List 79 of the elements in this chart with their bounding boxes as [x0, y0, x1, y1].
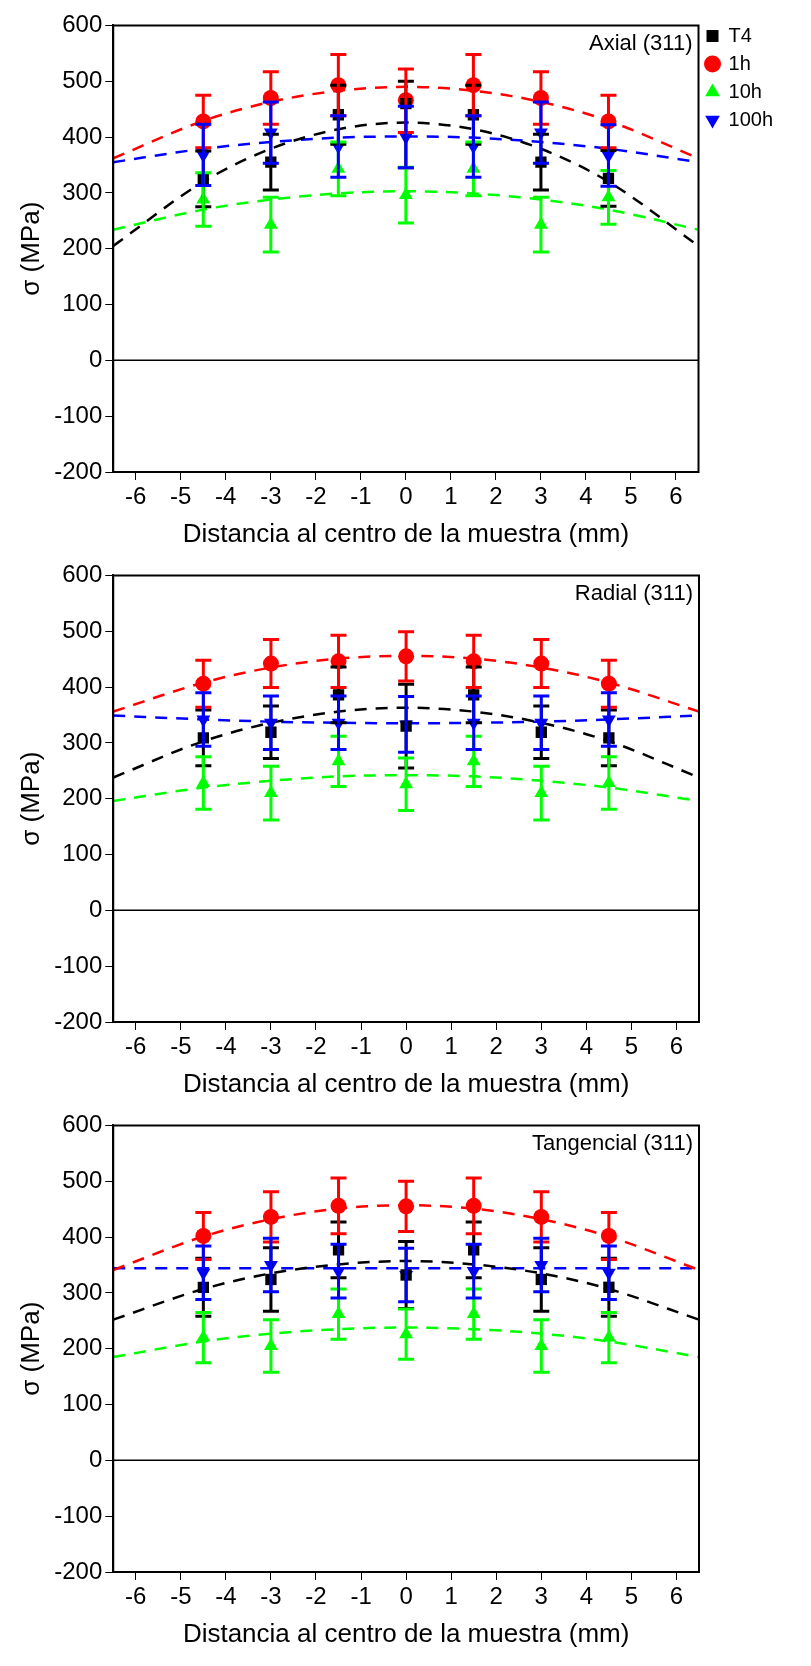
legend-label: T4: [728, 23, 752, 46]
x-tick-label: 0: [399, 1032, 413, 1060]
x-tick-label: -3: [260, 1582, 282, 1610]
x-tick-label: 1: [444, 482, 458, 510]
x-axis-title: Distancia al centro de la muestra (mm): [182, 517, 630, 548]
x-tick-label: -3: [260, 1032, 282, 1060]
x-tick-label: 4: [579, 1582, 594, 1610]
x-tick-label: 2: [489, 482, 503, 510]
y-tick-label: -100: [54, 950, 103, 978]
x-tick-label: -4: [215, 1582, 237, 1610]
legend-label: 10h: [728, 79, 762, 102]
x-tick-label: 4: [579, 1032, 594, 1060]
y-axis-title: σ (MPa): [14, 1301, 45, 1396]
x-tick-label: -2: [305, 1582, 327, 1610]
x-tick-label: -4: [215, 1032, 237, 1060]
y-tick-label: -100: [54, 1500, 103, 1528]
x-tick-label: -6: [125, 1032, 147, 1060]
x-tick-label: 5: [624, 482, 638, 510]
y-tick-label: 100: [62, 839, 103, 867]
y-tick-label: -100: [54, 400, 103, 428]
x-tick-label: -2: [305, 1032, 327, 1060]
x-tick-label: 2: [489, 1582, 503, 1610]
annotation: Tangencial (311): [531, 1130, 693, 1156]
y-axis-title: σ (MPa): [14, 201, 45, 296]
x-tick-label: -1: [350, 482, 372, 510]
y-tick-label: 0: [88, 344, 103, 372]
x-tick-label: 0: [399, 1582, 413, 1610]
y-tick-label: -200: [54, 456, 103, 484]
y-tick-label: 400: [62, 1221, 103, 1249]
y-tick-label: 600: [62, 560, 103, 588]
x-axis-title: Distancia al centro de la muestra (mm): [182, 1617, 630, 1648]
x-tick-label: 3: [534, 1032, 548, 1060]
y-tick-label: 400: [62, 121, 103, 149]
x-tick-label: -5: [170, 482, 192, 510]
legend-label: 100h: [728, 107, 774, 130]
x-tick-label: 4: [579, 482, 593, 510]
x-tick-label: 1: [444, 1582, 458, 1610]
y-axis-title: σ (MPa): [14, 751, 45, 846]
x-tick-label: -6: [125, 482, 147, 510]
y-tick-label: 300: [62, 727, 103, 755]
y-tick-label: 100: [62, 289, 103, 317]
y-tick-label: 600: [62, 1110, 103, 1138]
y-tick-label: 200: [62, 1333, 103, 1361]
y-tick-label: 600: [62, 10, 103, 38]
x-tick-label: -5: [170, 1582, 192, 1610]
y-tick-label: -200: [54, 1006, 103, 1034]
x-tick-label: 2: [489, 1032, 503, 1060]
y-tick-label: 400: [62, 671, 103, 699]
x-tick-label: 6: [669, 1032, 684, 1060]
x-tick-label: 1: [444, 1032, 458, 1060]
y-tick-label: 100: [62, 1389, 103, 1417]
x-tick-label: -3: [260, 482, 282, 510]
x-tick-label: -1: [350, 1032, 372, 1060]
x-tick-label: 5: [624, 1582, 639, 1610]
x-tick-label: 5: [624, 1032, 639, 1060]
x-axis-title: Distancia al centro de la muestra (mm): [182, 1067, 630, 1098]
x-tick-label: -2: [305, 482, 327, 510]
x-tick-label: 3: [534, 1582, 548, 1610]
x-tick-label: -5: [170, 1032, 192, 1060]
y-tick-label: 200: [62, 233, 103, 261]
y-tick-label: 500: [62, 1165, 103, 1193]
y-tick-label: 500: [62, 615, 103, 643]
y-tick-label: 300: [62, 1277, 103, 1305]
y-tick-label: 0: [88, 1444, 103, 1472]
annotation: Radial (311): [574, 580, 693, 606]
x-tick-label: -4: [215, 482, 237, 510]
legend-label: 1h: [728, 51, 751, 74]
y-tick-label: 500: [62, 65, 103, 93]
x-tick-label: 0: [399, 482, 413, 510]
x-tick-label: -1: [350, 1582, 372, 1610]
x-tick-label: 6: [669, 1582, 684, 1610]
y-tick-label: 0: [88, 894, 103, 922]
annotation: Axial (311): [588, 30, 693, 56]
x-tick-label: 3: [534, 482, 548, 510]
y-tick-label: 200: [62, 783, 103, 811]
x-tick-label: 6: [669, 482, 683, 510]
y-tick-label: -200: [54, 1556, 103, 1584]
x-tick-label: -6: [125, 1582, 147, 1610]
y-tick-label: 300: [62, 177, 103, 205]
